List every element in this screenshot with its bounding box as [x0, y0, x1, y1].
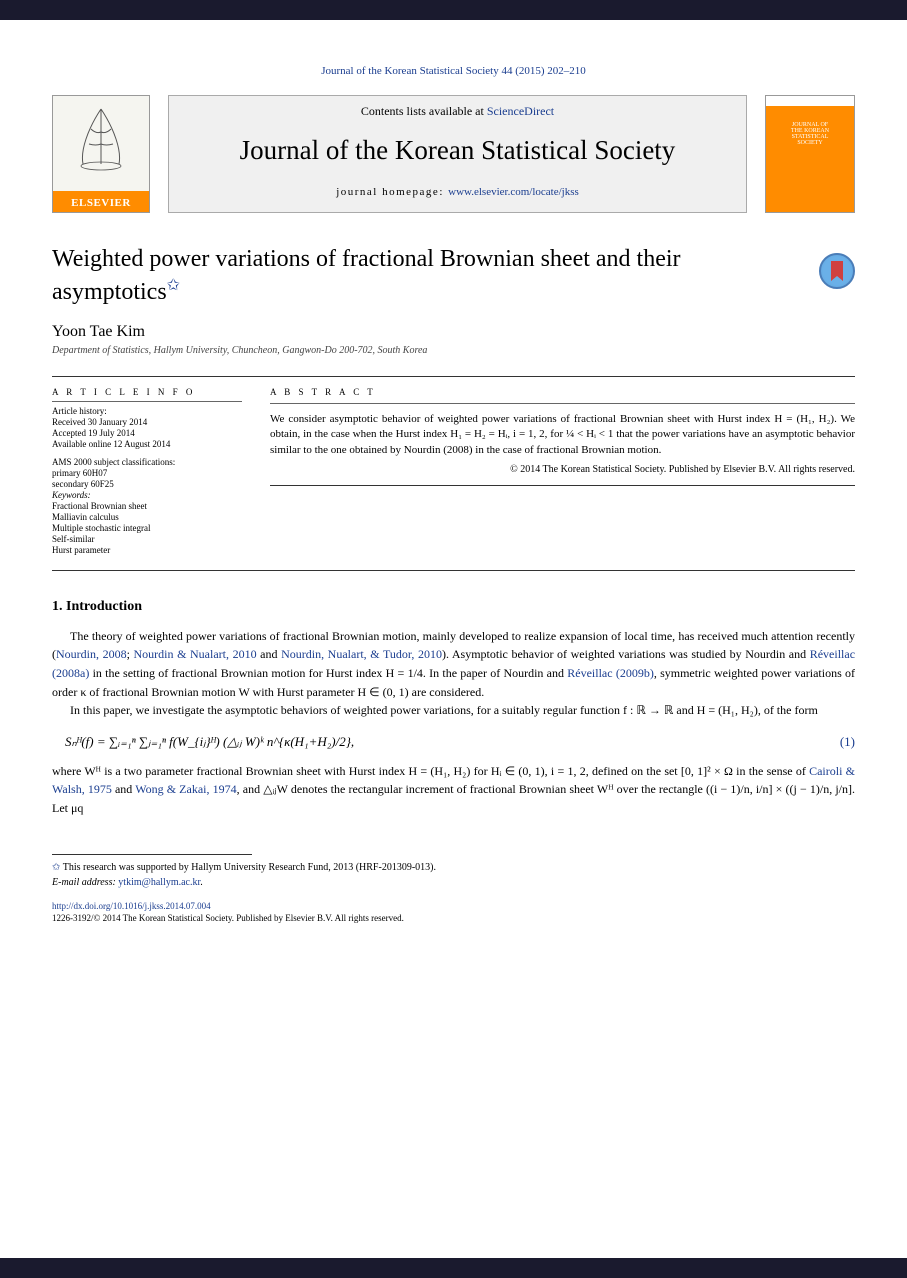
footnote-text: This research was supported by Hallym Un… [63, 862, 436, 873]
footnote-marker: ✩ [52, 862, 60, 873]
elsevier-label: ELSEVIER [71, 197, 131, 212]
title-text: Weighted power variations of fractional … [52, 246, 681, 305]
reference-link[interactable]: Nourdin, 2008 [56, 647, 127, 661]
keywords-label: Keywords: [52, 490, 242, 500]
text-run: where Wᴴ is a two parameter fractional B… [52, 764, 809, 778]
text-run: in the setting of fractional Brownian mo… [89, 666, 567, 680]
text-run: ). Asymptotic behavior of weighted varia… [442, 647, 810, 661]
text-run: . [200, 877, 203, 888]
bookmark-icon [828, 259, 846, 283]
doi-block: http://dx.doi.org/10.1016/j.jkss.2014.07… [52, 900, 855, 925]
email-label: E-mail address: [52, 877, 118, 888]
received-date: Received 30 January 2014 [52, 417, 242, 427]
ams-primary: primary 60H07 [52, 468, 242, 478]
paragraph: where Wᴴ is a two parameter fractional B… [52, 762, 855, 818]
doi-copyright: 1226-3192/© 2014 The Korean Statistical … [52, 912, 855, 925]
body-text: The theory of weighted power variations … [52, 627, 855, 720]
author-email-link[interactable]: ytkim@hallym.ac.kr [118, 877, 200, 888]
divider [52, 401, 242, 402]
elsevier-tree-icon [71, 104, 131, 174]
keyword: Fractional Brownian sheet [52, 501, 242, 511]
crossmark-button[interactable] [819, 253, 855, 289]
text-run: and [257, 647, 282, 661]
equation-label[interactable]: (1) [840, 734, 855, 750]
info-abstract-row: A R T I C L E I N F O Article history: R… [52, 387, 855, 556]
paper-page: Journal of the Korean Statistical Societ… [0, 20, 907, 1258]
cover-line: SOCIETY [797, 140, 822, 146]
keyword: Self-similar [52, 534, 242, 544]
available-date: Available online 12 August 2014 [52, 439, 242, 449]
doi-link[interactable]: http://dx.doi.org/10.1016/j.jkss.2014.07… [52, 901, 211, 911]
text-run: ; [127, 647, 134, 661]
footnotes-block: ✩ This research was supported by Hallym … [52, 860, 855, 890]
divider [52, 570, 855, 571]
text-run: and [112, 782, 135, 796]
citation-line: Journal of the Korean Statistical Societ… [52, 65, 855, 77]
author-affiliation: Department of Statistics, Hallym Univers… [52, 345, 855, 356]
author-name: Yoon Tae Kim [52, 323, 855, 341]
divider [270, 485, 855, 486]
journal-banner: Contents lists available at ScienceDirec… [168, 95, 747, 213]
contents-prefix: Contents lists available at [361, 104, 487, 118]
accepted-date: Accepted 19 July 2014 [52, 428, 242, 438]
homepage-link[interactable]: www.elsevier.com/locate/jkss [448, 186, 579, 198]
equation-block: Sₙᴴ(f) = ∑ᵢ₌₁ⁿ ∑ⱼ₌₁ⁿ f(W_{iⱼ}ᴴ) (△ᵢⱼ W)ᵏ… [52, 734, 855, 750]
keyword: Malliavin calculus [52, 512, 242, 522]
journal-cover-thumbnail[interactable]: JOURNAL OF THE KOREAN STATISTICAL SOCIET… [765, 95, 855, 213]
email-footnote: E-mail address: ytkim@hallym.ac.kr. [52, 875, 855, 890]
keyword: Multiple stochastic integral [52, 523, 242, 533]
title-row: Weighted power variations of fractional … [52, 243, 855, 309]
article-title: Weighted power variations of fractional … [52, 243, 712, 309]
reference-link[interactable]: Nourdin, Nualart, & Tudor, 2010 [281, 647, 442, 661]
article-info-heading: A R T I C L E I N F O [52, 387, 242, 397]
sciencedirect-link[interactable]: ScienceDirect [487, 104, 554, 118]
reference-link[interactable]: Nourdin & Nualart, 2010 [134, 647, 257, 661]
paragraph: In this paper, we investigate the asympt… [52, 701, 855, 720]
footnote-rule [52, 854, 252, 855]
history-label: Article history: [52, 406, 242, 416]
abstract-copyright: © 2014 The Korean Statistical Society. P… [270, 464, 855, 475]
paragraph: The theory of weighted power variations … [52, 627, 855, 701]
abstract-block: A B S T R A C T We consider asymptotic b… [270, 387, 855, 556]
abstract-text: We consider asymptotic behavior of weigh… [270, 412, 855, 458]
body-text: where Wᴴ is a two parameter fractional B… [52, 762, 855, 818]
abstract-heading: A B S T R A C T [270, 387, 855, 397]
reference-link[interactable]: Réveillac (2009b) [567, 666, 654, 680]
article-info-block: A R T I C L E I N F O Article history: R… [52, 387, 242, 556]
journal-name: Journal of the Korean Statistical Societ… [189, 135, 726, 166]
homepage-line: journal homepage: www.elsevier.com/locat… [189, 186, 726, 198]
equation: Sₙᴴ(f) = ∑ᵢ₌₁ⁿ ∑ⱼ₌₁ⁿ f(W_{iⱼ}ᴴ) (△ᵢⱼ W)ᵏ… [52, 734, 354, 750]
ams-secondary: secondary 60F25 [52, 479, 242, 489]
journal-header: ELSEVIER Contents lists available at Sci… [52, 95, 855, 213]
divider [270, 403, 855, 404]
funding-footnote-marker[interactable]: ✩ [167, 277, 180, 294]
divider [52, 376, 855, 377]
homepage-prefix: journal homepage: [336, 186, 448, 198]
section-heading: 1. Introduction [52, 599, 855, 615]
contents-available-line: Contents lists available at ScienceDirec… [189, 104, 726, 119]
ams-label: AMS 2000 subject classifications: [52, 457, 242, 467]
elsevier-logo[interactable]: ELSEVIER [52, 95, 150, 213]
keyword: Hurst parameter [52, 545, 242, 555]
funding-footnote: ✩ This research was supported by Hallym … [52, 860, 855, 875]
reference-link[interactable]: Wong & Zakai, 1974 [135, 782, 236, 796]
